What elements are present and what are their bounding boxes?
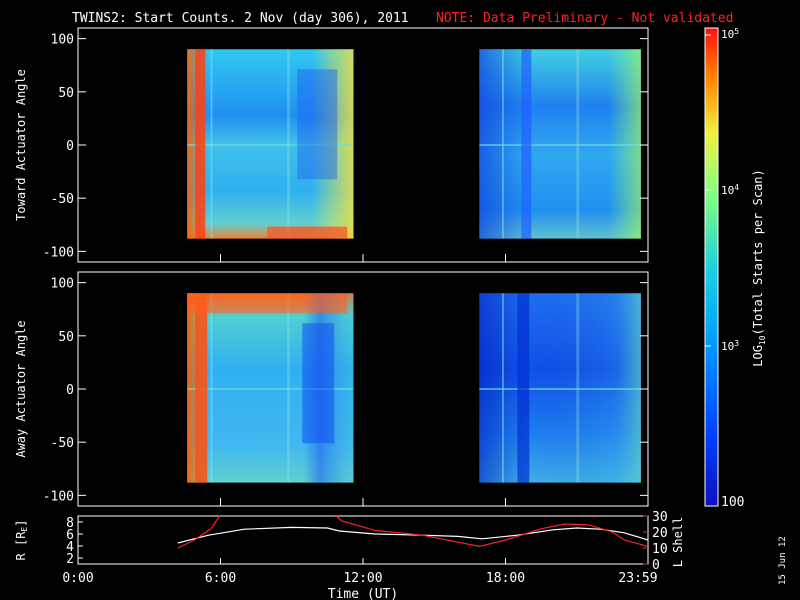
toward-bottom-band xyxy=(267,226,348,239)
chart-title: TWINS2: Start Counts. 2 Nov (day 306), 2… xyxy=(72,11,409,26)
toward-data-block-2-overlay xyxy=(479,49,641,239)
toward-zero-band-2 xyxy=(479,144,641,146)
toward-ytick-label-0: 100 xyxy=(51,33,74,48)
toward-ytick-label-4: -100 xyxy=(43,245,74,260)
toward-stripe-b-2 xyxy=(576,49,580,239)
orbit-ylabel-right: L Shell xyxy=(671,517,685,568)
away-zero-band-1 xyxy=(187,388,354,390)
colorbar xyxy=(704,27,719,507)
toward-blue-stripe xyxy=(521,49,532,239)
orbit-lshell-line-b xyxy=(335,516,648,548)
toward-zero-band-1 xyxy=(187,144,354,146)
orbit-xlabel: Time (UT) xyxy=(328,587,398,600)
orbit-xtick-label-4: 23:59 xyxy=(618,571,657,586)
orbit-lshell-line-a xyxy=(177,516,221,549)
colorbar-label: LOG10(Total Starts per Scan) xyxy=(751,169,767,367)
orbit-right-tick-label-2: 10 xyxy=(652,542,668,557)
away-stripe-a-2 xyxy=(501,293,504,483)
away-blue-lobe xyxy=(302,323,335,444)
orbit-right-tick-label-3: 0 xyxy=(652,558,660,573)
orbit-frame xyxy=(77,515,649,565)
orbit-right-tick-label-1: 20 xyxy=(652,526,668,541)
away-red-stripe xyxy=(195,293,208,483)
away-ytick-label-1: 50 xyxy=(58,330,74,345)
away-top-band xyxy=(187,293,348,314)
orbit-left-tick-label-3: 2 xyxy=(66,552,74,567)
away-blue-stripe xyxy=(517,293,530,483)
orbit-r-line xyxy=(177,526,649,544)
colorbar-tick-1e3: 103 xyxy=(721,339,739,353)
away-stripe-b-1 xyxy=(287,293,290,483)
away-zero-band-2 xyxy=(479,388,641,390)
orbit-left-tick-label-1: 6 xyxy=(66,528,74,543)
orbit-ylabel-left: R [RE] xyxy=(14,520,29,561)
toward-ytick-label-3: -50 xyxy=(51,192,74,207)
toward-red-stripe xyxy=(195,49,206,239)
orbit-xtick-label-2: 12:00 xyxy=(343,571,382,586)
away-ytick-label-0: 100 xyxy=(51,277,74,292)
toward-panel: 100 50 0 -50 -100 Toward Actuator Angle xyxy=(14,27,649,263)
orbit-xtick-label-0: 0:00 xyxy=(62,571,93,586)
preliminary-note: NOTE: Data Preliminary - Not validated xyxy=(436,11,733,26)
away-ytick-label-3: -50 xyxy=(51,436,74,451)
toward-stripe-b-1 xyxy=(287,49,290,239)
colorbar-tick-100: 100 xyxy=(721,495,744,510)
toward-stripe-a-2 xyxy=(501,49,504,239)
away-ylabel: Away Actuator Angle xyxy=(14,320,28,457)
away-stripe-a-1 xyxy=(210,293,213,483)
away-panel: 100 50 0 -50 -100 Away Actuator Angle xyxy=(14,271,649,507)
toward-data-block-1-overlay xyxy=(187,49,354,239)
orbit-left-tick-label-0: 8 xyxy=(66,516,74,531)
toward-ytick-label-1: 50 xyxy=(58,86,74,101)
orbit-right-tick-label-0: 30 xyxy=(652,510,668,525)
toward-ylabel: Toward Actuator Angle xyxy=(14,69,28,221)
toward-stripe-a-1 xyxy=(210,49,213,239)
colorbar-tick-1e5: 105 xyxy=(721,27,739,41)
orbit-left-tick-label-2: 4 xyxy=(66,540,74,555)
away-stripe-b-2 xyxy=(576,293,580,483)
away-data-block-2-overlay xyxy=(479,293,641,483)
away-ytick-label-2: 0 xyxy=(66,383,74,398)
orbit-xtick-label-3: 18:00 xyxy=(486,571,525,586)
colorbar-tick-1e4: 104 xyxy=(721,183,739,197)
away-ytick-label-4: -100 xyxy=(43,489,74,504)
date-stamp: 15 Jun 12 xyxy=(778,536,788,585)
toward-ytick-label-2: 0 xyxy=(66,139,74,154)
toward-blue-lobe xyxy=(297,69,338,180)
orbit-xtick-label-1: 6:00 xyxy=(205,571,236,586)
